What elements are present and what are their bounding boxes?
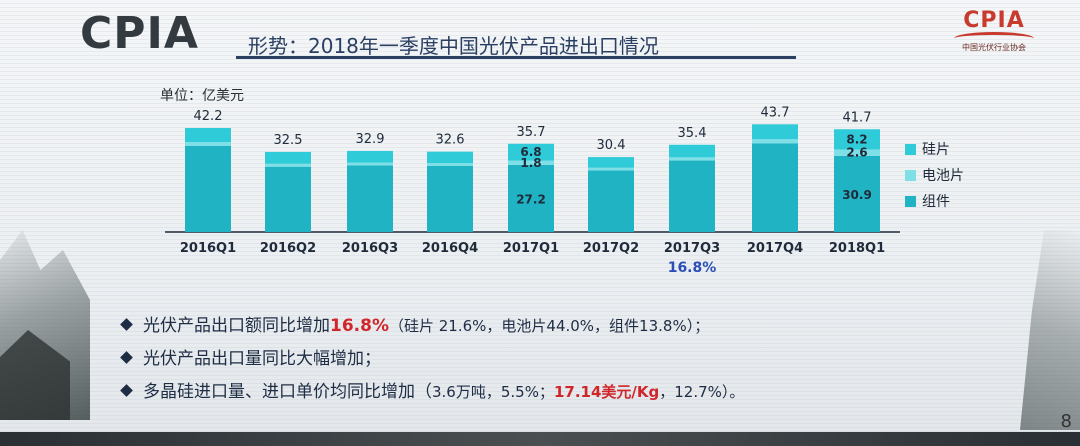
page-number: 8	[1060, 411, 1072, 432]
legend-swatch	[905, 170, 916, 181]
x-tick-label: 2016Q4	[422, 241, 478, 256]
bar-segment-cell	[588, 167, 634, 171]
bar-segment-wafer	[185, 128, 231, 143]
bar-segment-module	[588, 170, 634, 232]
bar-segment-module	[752, 143, 798, 232]
bar-segment-wafer	[508, 143, 554, 161]
x-tick-label: 2017Q1	[503, 241, 559, 256]
finding-highlight: 17.14美元/Kg	[553, 383, 660, 401]
slide-title: 形势：2018年一季度中国光伏产品进出口情况	[248, 34, 659, 58]
bar-total-label: 32.6	[436, 133, 465, 148]
bar-segment-wafer	[427, 151, 473, 164]
export-bar-chart: 单位：亿美元 42.2 2016Q1 32.5 2016Q2 32.9 2016Q3 32.…	[160, 88, 964, 276]
bullet-diamond-icon	[120, 383, 133, 397]
bar-segment-cell	[265, 163, 311, 167]
bar-segment-wafer	[265, 151, 311, 164]
growth-annotation: 16.8%	[668, 260, 717, 276]
bar-total-label: 41.7	[843, 110, 872, 125]
segment-value-label: 30.9	[842, 188, 872, 202]
bar-segment-cell	[427, 163, 473, 166]
bar-total-label: 35.4	[678, 126, 707, 141]
bar-segment-cell	[508, 160, 554, 165]
segment-value-label: 1.8	[520, 156, 541, 170]
x-tick-label: 2017Q2	[583, 241, 639, 256]
finding-detail: （硅片 21.6%，电池片44.0%，组件13.8%）；	[388, 317, 710, 335]
bottom-strip	[0, 432, 1080, 446]
bar-segment-wafer	[588, 157, 634, 168]
chart-bars: 42.2 2016Q1 32.5 2016Q2 32.9 2016Q3 32.6 2016Q4…	[165, 105, 900, 276]
segment-value-label: 2.6	[846, 146, 867, 160]
finding-detail: 3.6万吨，5.5%；	[432, 383, 554, 401]
bar-segment-module	[265, 166, 311, 232]
x-tick-label: 2017Q4	[747, 241, 803, 256]
finding-detail: ，12.7%）。	[659, 383, 745, 401]
x-tick-label: 2018Q1	[829, 241, 885, 256]
logo-arc	[954, 32, 1034, 45]
x-tick-label: 2016Q2	[260, 241, 316, 256]
finding-polysilicon-import: 多晶硅进口量、进口单价均同比增加（3.6万吨，5.5%；17.14美元/Kg，1…	[120, 376, 745, 409]
bar-segment-cell	[752, 139, 798, 144]
brand-title: CPIA	[80, 8, 199, 59]
bar-segment-wafer	[834, 129, 880, 150]
bar-segment-module	[427, 165, 473, 232]
bar-segment-cell	[834, 149, 880, 156]
logo-subtitle: 中国光伏行业协会	[962, 43, 1026, 52]
chart-unit-label: 单位：亿美元	[160, 88, 244, 104]
bar-total-label: 42.2	[194, 109, 223, 124]
finding-highlight: 16.8%	[330, 316, 389, 336]
segment-value-label: 6.8	[520, 145, 541, 159]
legend-label: 硅片	[922, 142, 950, 158]
bar-segment-cell	[669, 157, 715, 161]
key-findings: 光伏产品出口额同比增加16.8%（硅片 21.6%，电池片44.0%，组件13.…	[120, 310, 745, 409]
bar-segment-wafer	[347, 150, 393, 163]
legend-swatch	[905, 196, 916, 207]
legend-swatch	[905, 144, 916, 155]
x-tick-label: 2017Q3	[664, 241, 720, 256]
bar-segment-module	[347, 165, 393, 232]
bar-total-label: 32.9	[356, 132, 385, 147]
bar-total-label: 32.5	[274, 133, 303, 148]
finding-text: 光伏产品出口量同比大幅增加；	[143, 349, 381, 369]
bar-total-label: 43.7	[761, 105, 790, 120]
bar-segment-module	[185, 145, 231, 232]
bar-segment-module	[834, 155, 880, 232]
finding-text: 光伏产品出口额同比增加	[143, 316, 330, 336]
bar-segment-module	[669, 160, 715, 232]
x-tick-label: 2016Q1	[180, 241, 236, 256]
bar-segment-cell	[347, 162, 393, 166]
logo-text: CPIA	[963, 8, 1025, 33]
legend-label: 电池片	[922, 168, 964, 184]
bar-segment-module	[508, 164, 554, 232]
bar-total-label: 35.7	[517, 125, 546, 140]
legend-label: 组件	[922, 194, 950, 210]
bar-segment-cell	[185, 142, 231, 146]
segment-value-label: 27.2	[516, 192, 546, 206]
finding-export-volume: 光伏产品出口量同比大幅增加；	[120, 343, 744, 376]
segment-value-label: 8.2	[846, 132, 867, 146]
finding-export-value: 光伏产品出口额同比增加16.8%（硅片 21.6%，电池片44.0%，组件13.…	[120, 310, 744, 343]
bar-total-label: 30.4	[597, 138, 626, 153]
bar-segment-wafer	[669, 144, 715, 158]
title-underline	[236, 56, 796, 59]
finding-text: 多晶硅进口量、进口单价均同比增加（	[143, 382, 432, 402]
bullet-diamond-icon	[120, 350, 133, 364]
cpia-logo: CPIA 中国光伏行业协会	[944, 8, 1044, 54]
x-tick-label: 2016Q3	[342, 241, 398, 256]
bar-segment-wafer	[752, 124, 798, 140]
bullet-diamond-icon	[120, 317, 133, 331]
